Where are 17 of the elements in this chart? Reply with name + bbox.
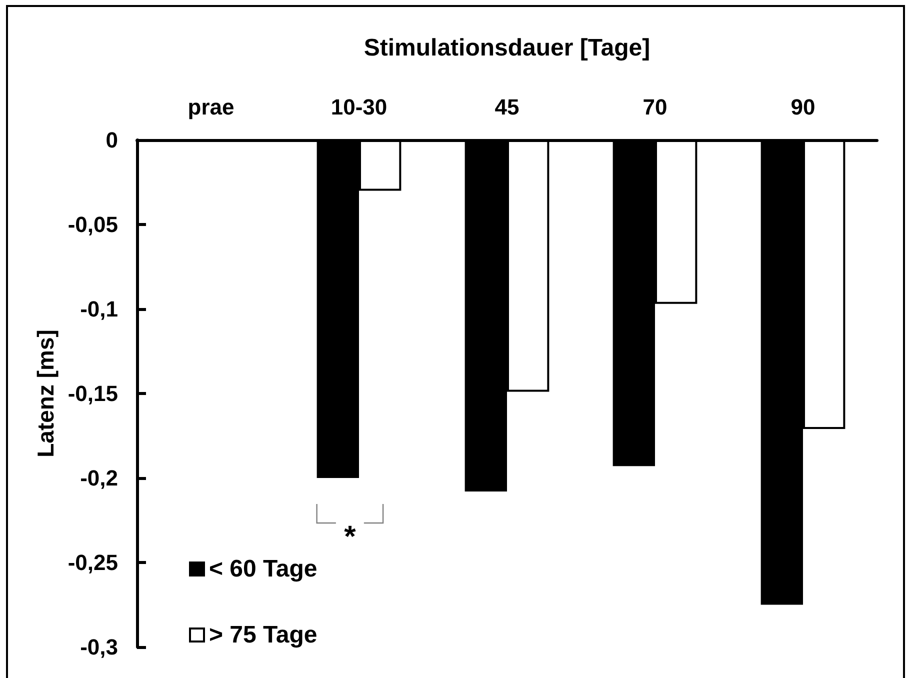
y-tick-label: -0,3 xyxy=(80,634,118,660)
legend-label: < 60 Tage xyxy=(209,556,318,582)
x-axis-title: Stimulationsdauer [Tage] xyxy=(364,34,650,62)
y-tick-label: -0,05 xyxy=(68,212,118,237)
y-tick-label: -0,15 xyxy=(68,381,118,406)
x-tick-label: 90 xyxy=(790,94,816,120)
y-tick-label: -0,1 xyxy=(80,296,118,322)
y-tick-label: 0 xyxy=(106,128,118,152)
legend-label: > 75 Tage xyxy=(209,622,318,648)
x-tick-label: 45 xyxy=(494,94,520,120)
y-tick-label: -0,2 xyxy=(80,466,118,490)
y-tick-label: -0,25 xyxy=(68,550,118,575)
x-tick-label: 70 xyxy=(642,94,668,120)
x-tick-label: 10-30 xyxy=(330,94,388,120)
y-axis-title: Latenz [ms] xyxy=(32,330,58,458)
x-tick-label: prae xyxy=(188,94,234,120)
annotation: * xyxy=(344,520,356,554)
